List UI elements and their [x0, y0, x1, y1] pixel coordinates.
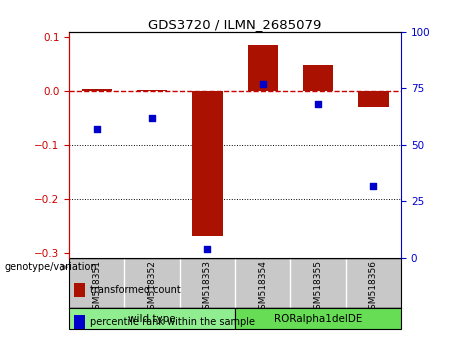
Bar: [82, 90, 112, 91]
Text: GSM518351: GSM518351: [92, 261, 101, 315]
Bar: [235, 308, 401, 329]
Text: GSM518355: GSM518355: [313, 261, 323, 315]
Text: GSM518356: GSM518356: [369, 261, 378, 315]
Text: GSM518352: GSM518352: [148, 261, 157, 315]
Text: percentile rank within the sample: percentile rank within the sample: [90, 317, 255, 327]
Bar: [358, 91, 389, 107]
Bar: [248, 45, 278, 91]
Point: [314, 101, 322, 107]
Title: GDS3720 / ILMN_2685079: GDS3720 / ILMN_2685079: [148, 18, 322, 31]
Bar: [303, 65, 333, 91]
Text: RORalpha1delDE: RORalpha1delDE: [274, 314, 362, 324]
Point: [259, 81, 266, 87]
Text: transformed count: transformed count: [90, 285, 181, 295]
Point: [204, 246, 211, 252]
Bar: [69, 308, 235, 329]
Text: genotype/variation: genotype/variation: [5, 262, 97, 272]
Point: [93, 126, 100, 132]
Point: [148, 115, 156, 121]
Text: GSM518354: GSM518354: [258, 261, 267, 315]
Point: [370, 183, 377, 188]
Text: GSM518353: GSM518353: [203, 261, 212, 315]
Bar: [137, 90, 167, 91]
Bar: [192, 91, 223, 236]
Text: wild type: wild type: [128, 314, 176, 324]
